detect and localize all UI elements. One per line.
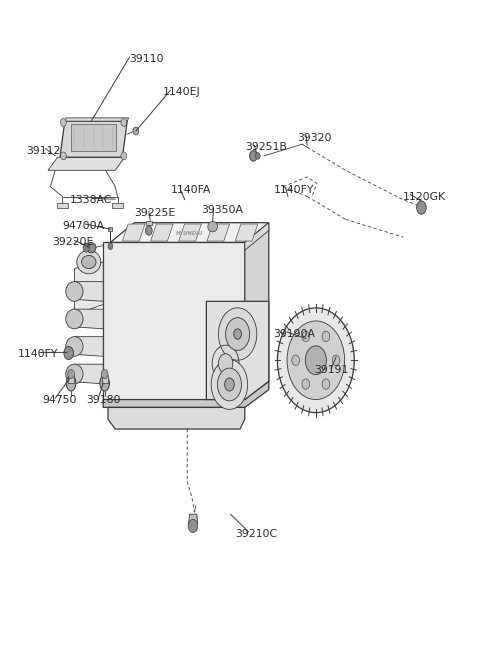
Text: 1140EJ: 1140EJ (163, 86, 201, 97)
Text: 39251B: 39251B (245, 142, 287, 153)
Text: 1140FY: 1140FY (274, 185, 314, 195)
Ellipse shape (322, 331, 330, 342)
Ellipse shape (332, 355, 340, 365)
Text: 39112: 39112 (26, 145, 61, 156)
Ellipse shape (218, 354, 233, 373)
Ellipse shape (417, 201, 426, 214)
Ellipse shape (188, 519, 198, 533)
Ellipse shape (77, 250, 101, 274)
Polygon shape (151, 224, 173, 241)
Ellipse shape (218, 308, 257, 360)
Ellipse shape (64, 346, 73, 360)
Polygon shape (57, 203, 68, 208)
Text: 39220E: 39220E (52, 237, 93, 248)
Polygon shape (74, 282, 103, 301)
Ellipse shape (60, 152, 66, 160)
Polygon shape (74, 309, 103, 329)
Ellipse shape (66, 375, 76, 391)
Ellipse shape (292, 355, 300, 365)
Polygon shape (110, 223, 269, 242)
Ellipse shape (302, 379, 310, 389)
Ellipse shape (83, 243, 90, 252)
Ellipse shape (211, 360, 248, 409)
Ellipse shape (100, 375, 109, 391)
Text: 39320: 39320 (298, 132, 332, 143)
Text: 1140FY: 1140FY (18, 348, 59, 359)
Ellipse shape (217, 368, 241, 401)
Polygon shape (74, 364, 103, 384)
Polygon shape (112, 203, 123, 208)
Ellipse shape (68, 369, 74, 379)
Polygon shape (48, 157, 125, 170)
Polygon shape (146, 221, 152, 225)
Text: 39110: 39110 (130, 54, 164, 64)
Text: 94750: 94750 (42, 394, 77, 405)
Ellipse shape (66, 309, 83, 329)
Polygon shape (103, 242, 245, 400)
Ellipse shape (225, 378, 234, 391)
Polygon shape (245, 223, 269, 400)
Text: HYUNDAI: HYUNDAI (176, 231, 203, 236)
Ellipse shape (322, 379, 330, 389)
Ellipse shape (250, 151, 257, 161)
Polygon shape (235, 224, 258, 241)
Polygon shape (68, 375, 74, 383)
Text: 1338AC: 1338AC (70, 195, 112, 205)
Ellipse shape (66, 364, 83, 384)
Ellipse shape (121, 119, 127, 126)
Text: 39350A: 39350A (202, 204, 243, 215)
Polygon shape (65, 118, 129, 121)
Polygon shape (74, 262, 103, 314)
Polygon shape (60, 121, 127, 157)
Text: 1120GK: 1120GK (403, 191, 446, 202)
Text: 39191: 39191 (314, 365, 349, 375)
Polygon shape (179, 224, 202, 241)
Ellipse shape (287, 321, 345, 400)
Ellipse shape (234, 329, 241, 339)
Polygon shape (206, 301, 269, 400)
Ellipse shape (302, 331, 310, 342)
Polygon shape (103, 381, 269, 407)
Ellipse shape (145, 226, 152, 235)
Ellipse shape (226, 318, 250, 350)
Polygon shape (122, 224, 145, 241)
Text: 39210C: 39210C (235, 529, 277, 539)
Ellipse shape (66, 282, 83, 301)
Ellipse shape (121, 152, 127, 160)
Text: 39225E: 39225E (134, 208, 176, 218)
Ellipse shape (101, 369, 108, 379)
Polygon shape (74, 337, 103, 356)
Ellipse shape (82, 255, 96, 269)
Polygon shape (245, 223, 269, 250)
Polygon shape (207, 224, 229, 241)
Ellipse shape (208, 221, 217, 232)
Ellipse shape (60, 119, 66, 126)
Ellipse shape (305, 346, 326, 375)
Text: 94700A: 94700A (62, 221, 105, 231)
Ellipse shape (86, 242, 96, 253)
Text: 39180: 39180 (86, 394, 121, 405)
Polygon shape (71, 124, 116, 151)
Text: 39190A: 39190A (274, 329, 316, 339)
Polygon shape (108, 227, 112, 231)
Ellipse shape (255, 153, 260, 159)
Polygon shape (189, 514, 198, 524)
Ellipse shape (66, 337, 83, 356)
Text: 1140FA: 1140FA (170, 185, 211, 195)
Ellipse shape (133, 127, 139, 135)
Polygon shape (108, 407, 245, 429)
Ellipse shape (108, 243, 113, 250)
Polygon shape (102, 375, 108, 383)
Ellipse shape (277, 308, 354, 413)
